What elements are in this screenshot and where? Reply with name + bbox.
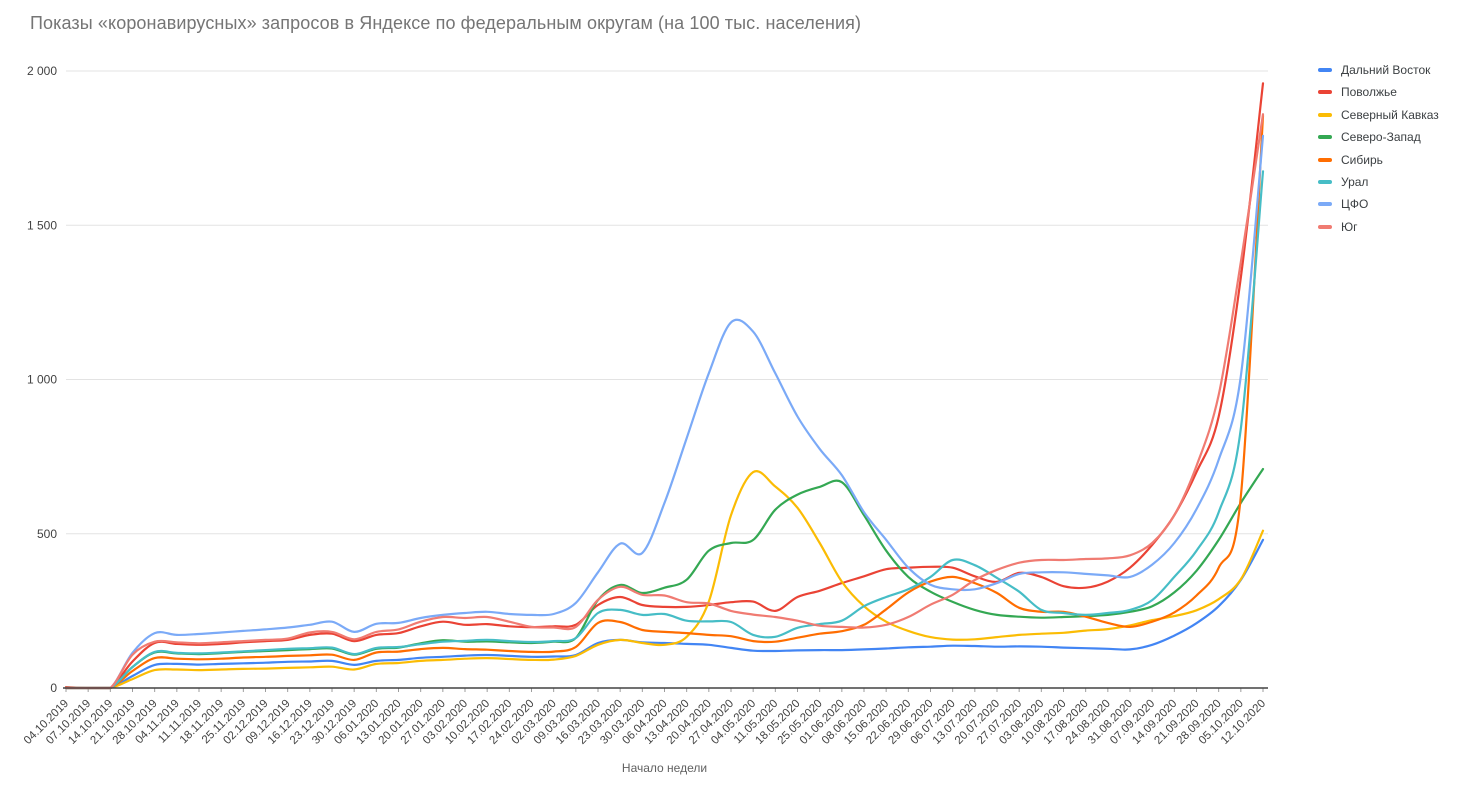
- x-axis-title: Начало недели: [621, 761, 708, 775]
- legend-label: ЦФО: [1341, 197, 1369, 212]
- legend-item-Юг: Юг: [1318, 220, 1439, 234]
- legend-item-Поволжье: Поволжье: [1318, 85, 1439, 99]
- legend-swatch-icon: [1318, 179, 1332, 184]
- y-tick-label: 0: [50, 681, 57, 695]
- series-line-Юг: [64, 113, 1265, 690]
- legend-item-ЦФО: ЦФО: [1318, 197, 1439, 211]
- series-line-Северный Кавказ: [64, 470, 1265, 690]
- legend-swatch-icon: [1318, 157, 1332, 162]
- legend-label: Юг: [1341, 219, 1358, 234]
- series-line-Дальний Восток: [64, 538, 1265, 690]
- legend-item-Северный Кавказ: Северный Кавказ: [1318, 108, 1439, 122]
- legend-swatch-icon: [1318, 202, 1332, 207]
- series-line-Урал: [64, 170, 1265, 690]
- legend-swatch-icon: [1318, 135, 1332, 140]
- legend-item-Дальний Восток: Дальний Восток: [1318, 63, 1439, 77]
- series-line-Сибирь: [64, 114, 1265, 690]
- legend-label: Сибирь: [1341, 152, 1383, 167]
- series-line-Поволжье: [64, 82, 1265, 690]
- legend-label: Поволжье: [1341, 85, 1397, 100]
- legend-label: Дальний Восток: [1341, 63, 1431, 77]
- y-tick-label: 1 500: [27, 218, 57, 232]
- chart-legend: Дальний Восток Поволжье Северный Кавказ Сев…: [1318, 63, 1439, 242]
- legend-swatch-icon: [1318, 224, 1332, 229]
- legend-item-Северо-Запад: Северо-Запад: [1318, 130, 1439, 144]
- legend-label: Северо-Запад: [1341, 130, 1421, 145]
- legend-label: Урал: [1341, 174, 1369, 189]
- chart-title: Показы «коронавирусных» запросов в Яндек…: [30, 13, 862, 33]
- y-tick-label: 500: [37, 527, 57, 541]
- legend-swatch-icon: [1318, 112, 1332, 117]
- legend-item-Урал: Урал: [1318, 175, 1439, 189]
- legend-swatch-icon: [1318, 90, 1332, 95]
- series-line-ЦФО: [64, 134, 1265, 690]
- legend-swatch-icon: [1318, 68, 1332, 72]
- legend-item-Сибирь: Сибирь: [1318, 153, 1439, 167]
- y-tick-label: 1 000: [27, 373, 57, 387]
- legend-label: Северный Кавказ: [1341, 107, 1439, 122]
- y-tick-label: 2 000: [27, 64, 57, 78]
